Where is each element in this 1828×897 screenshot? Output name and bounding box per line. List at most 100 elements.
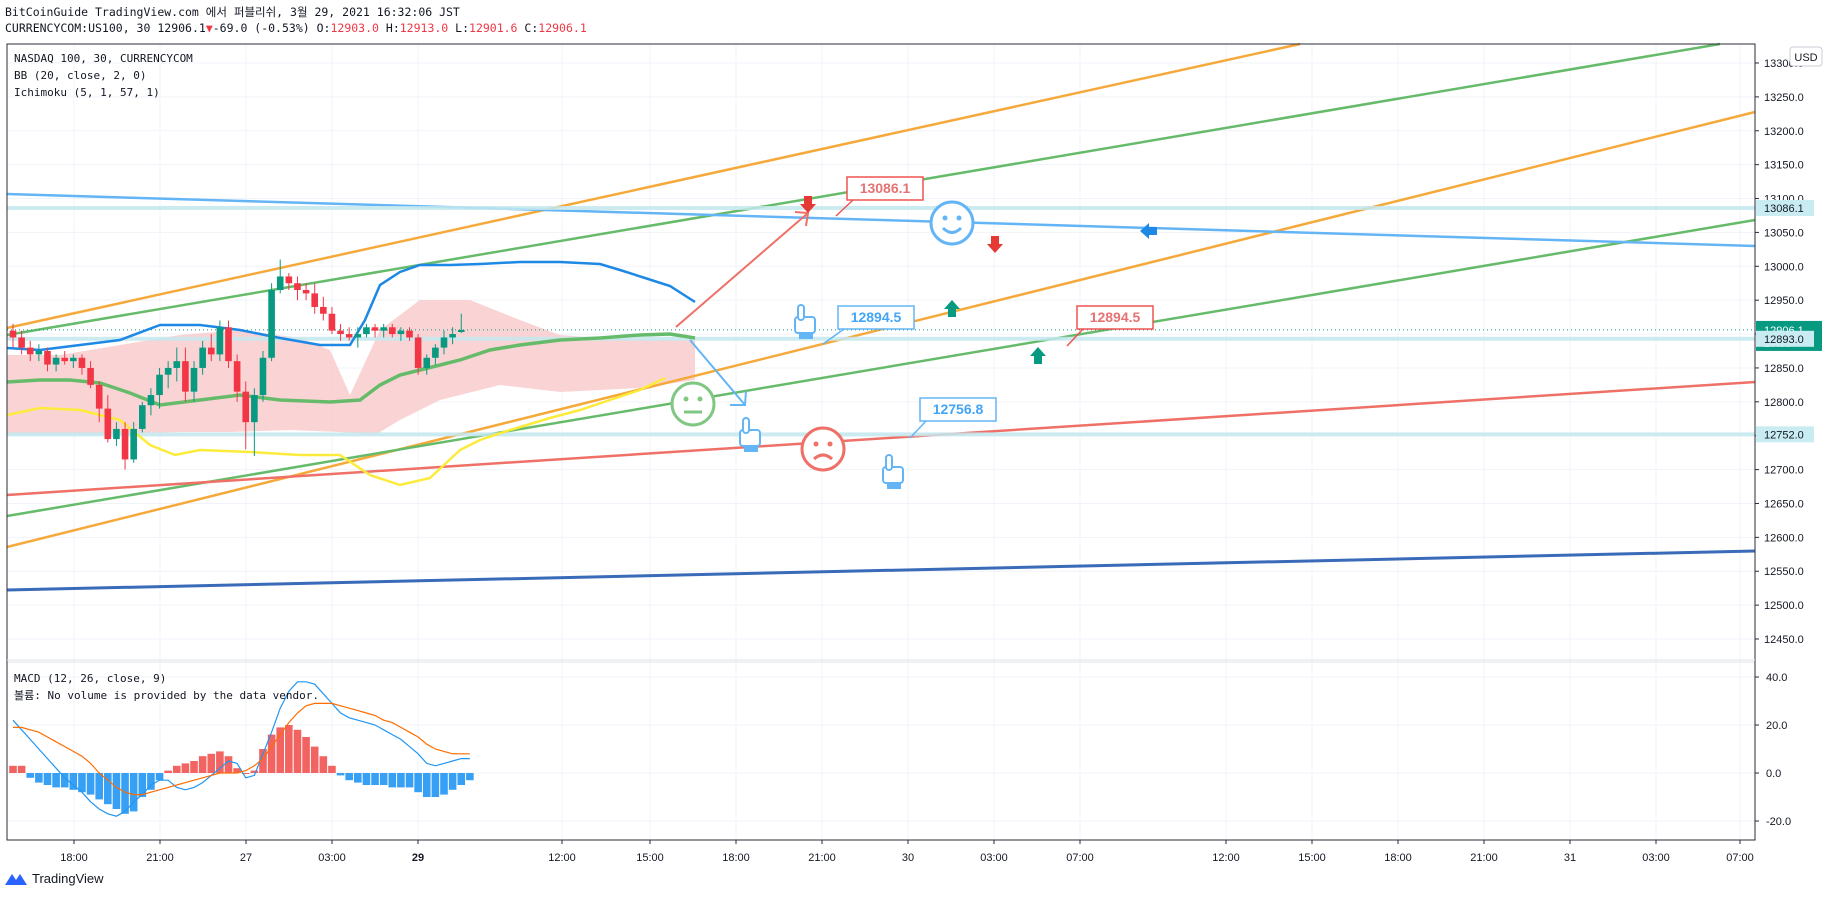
macd-hist-bar <box>310 746 319 773</box>
candle-body <box>320 306 327 314</box>
time-tick-label: 12:00 <box>1212 852 1240 864</box>
macd-hist-bar <box>78 773 86 793</box>
candle-body <box>406 330 413 338</box>
time-tick-label: 15:00 <box>636 852 664 864</box>
price-note-label: 13086.1 <box>860 180 911 196</box>
target-arrow-line <box>675 212 809 328</box>
macd-hist-bar <box>112 773 121 809</box>
red-support-line <box>6 380 1756 497</box>
candle-body <box>70 357 77 362</box>
legend-volume: 볼륨: No volume is provided by the data ve… <box>14 689 319 702</box>
macd-hist-bar <box>69 773 78 790</box>
macd-hist-bar <box>319 756 328 773</box>
macd-hist-bar <box>405 773 414 788</box>
candle-body <box>440 337 448 348</box>
macd-hist-bar <box>267 734 276 773</box>
orange-channel-upper <box>6 42 1301 330</box>
candle-body <box>113 428 120 440</box>
footer-brand: TradingView <box>32 871 104 886</box>
time-tick-label: 18:00 <box>60 852 88 864</box>
price-tick-label: 12600.0 <box>1764 532 1804 544</box>
axes: 13300.013250.013200.013150.013100.013050… <box>6 0 1828 897</box>
candle-body <box>345 334 353 338</box>
macd-hist-bar <box>104 773 112 805</box>
macd-hist-bar <box>388 773 397 788</box>
macd-hist-bar <box>448 773 457 790</box>
price-note-3: 12756.8 <box>909 397 997 439</box>
price-label-badge <box>1756 199 1814 216</box>
bb-upper-line <box>6 260 696 352</box>
macd-hist-bar <box>345 773 353 781</box>
macd-hist-bar <box>198 756 207 773</box>
price-tick-label: 12450.0 <box>1764 634 1804 646</box>
candle-body <box>268 290 275 358</box>
price-label-badge <box>1756 426 1814 443</box>
time-tick-label: 18:00 <box>1384 852 1412 864</box>
ichimoku-lagging-line <box>6 376 666 487</box>
price-tick-label: 13000.0 <box>1764 261 1804 273</box>
time-tick-label: 03:00 <box>1642 852 1670 864</box>
macd-hist-bar <box>129 773 138 812</box>
currency-badge[interactable] <box>1789 46 1823 67</box>
macd-hist-bar <box>207 753 216 773</box>
publish-line: BitCoinGuide TradingView.com 에서 퍼블리쉬, 3월… <box>5 5 460 19</box>
price-tick-label: 12650.0 <box>1764 498 1804 510</box>
candle-body <box>147 395 155 406</box>
header-text: BitCoinGuide TradingView.com 에서 퍼블리쉬, 3월… <box>5 5 1823 886</box>
price-label-badge <box>1756 330 1814 347</box>
time-tick-label: 07:00 <box>1066 852 1094 864</box>
candle-body <box>18 337 25 348</box>
down-arrow-head <box>730 390 747 406</box>
time-tick-label: 03:00 <box>980 852 1008 864</box>
candle-body <box>104 408 112 440</box>
candle-body <box>233 361 241 392</box>
candle-body <box>432 347 439 358</box>
candle-body <box>371 327 379 331</box>
macd-tick-label: 40.0 <box>1766 672 1787 684</box>
legend-ichimoku: Ichimoku (5, 1, 57, 1) <box>14 86 160 99</box>
candle-body <box>190 367 198 392</box>
candle-body <box>423 357 431 368</box>
candle-body <box>449 334 456 338</box>
candle-body <box>173 361 181 368</box>
candle-body <box>121 428 129 460</box>
price-tick-label: 13150.0 <box>1764 160 1804 172</box>
legend-bb: BB (20, close, 2, 0) <box>14 69 146 82</box>
macd-tick-label: -20.0 <box>1766 816 1791 828</box>
down-arrow-icon <box>987 236 1003 253</box>
drawings: 13086.1 12894.5 12894.5 12756.8 <box>670 176 1157 489</box>
candles <box>9 259 465 470</box>
hand-pointer-icon <box>794 304 816 339</box>
time-tick-label: 27 <box>240 852 252 864</box>
bb-basis-line <box>6 332 696 407</box>
macd-hist-bar <box>60 773 69 788</box>
legend-symbol: NASDAQ 100, 30, CURRENCYCOM <box>14 52 193 65</box>
price-note-label: 12756.8 <box>933 401 984 417</box>
macd-hist-bar <box>466 773 474 781</box>
trend-lines <box>6 42 1756 592</box>
macd-hist-bar <box>440 773 448 795</box>
price-axis-bg <box>1756 0 1828 897</box>
time-axis-bg <box>7 840 1755 897</box>
macd-hist-bar <box>17 765 26 773</box>
candle-body <box>311 293 318 307</box>
left-arrow-icon <box>1140 223 1157 239</box>
neutral-face-icon <box>670 381 716 427</box>
navy-support-line <box>6 549 1756 592</box>
candle-body <box>328 313 336 331</box>
macd-hist-bar <box>422 773 431 797</box>
price-note-label: 12894.5 <box>851 309 902 325</box>
macd-hist-bar <box>431 773 440 797</box>
candle-body <box>457 329 465 333</box>
macd-hist-bar <box>9 765 17 773</box>
up-arrow-icon <box>1030 347 1046 364</box>
macd-hist-bar <box>414 773 422 793</box>
candle-body <box>242 391 250 423</box>
price-tick-label: 13250.0 <box>1764 92 1804 104</box>
price-tick-label: 12700.0 <box>1764 465 1804 477</box>
macd-hist-bar <box>95 773 103 800</box>
candle-body <box>414 337 422 368</box>
macd-hist-bar <box>43 773 52 785</box>
candle-body <box>259 357 267 396</box>
